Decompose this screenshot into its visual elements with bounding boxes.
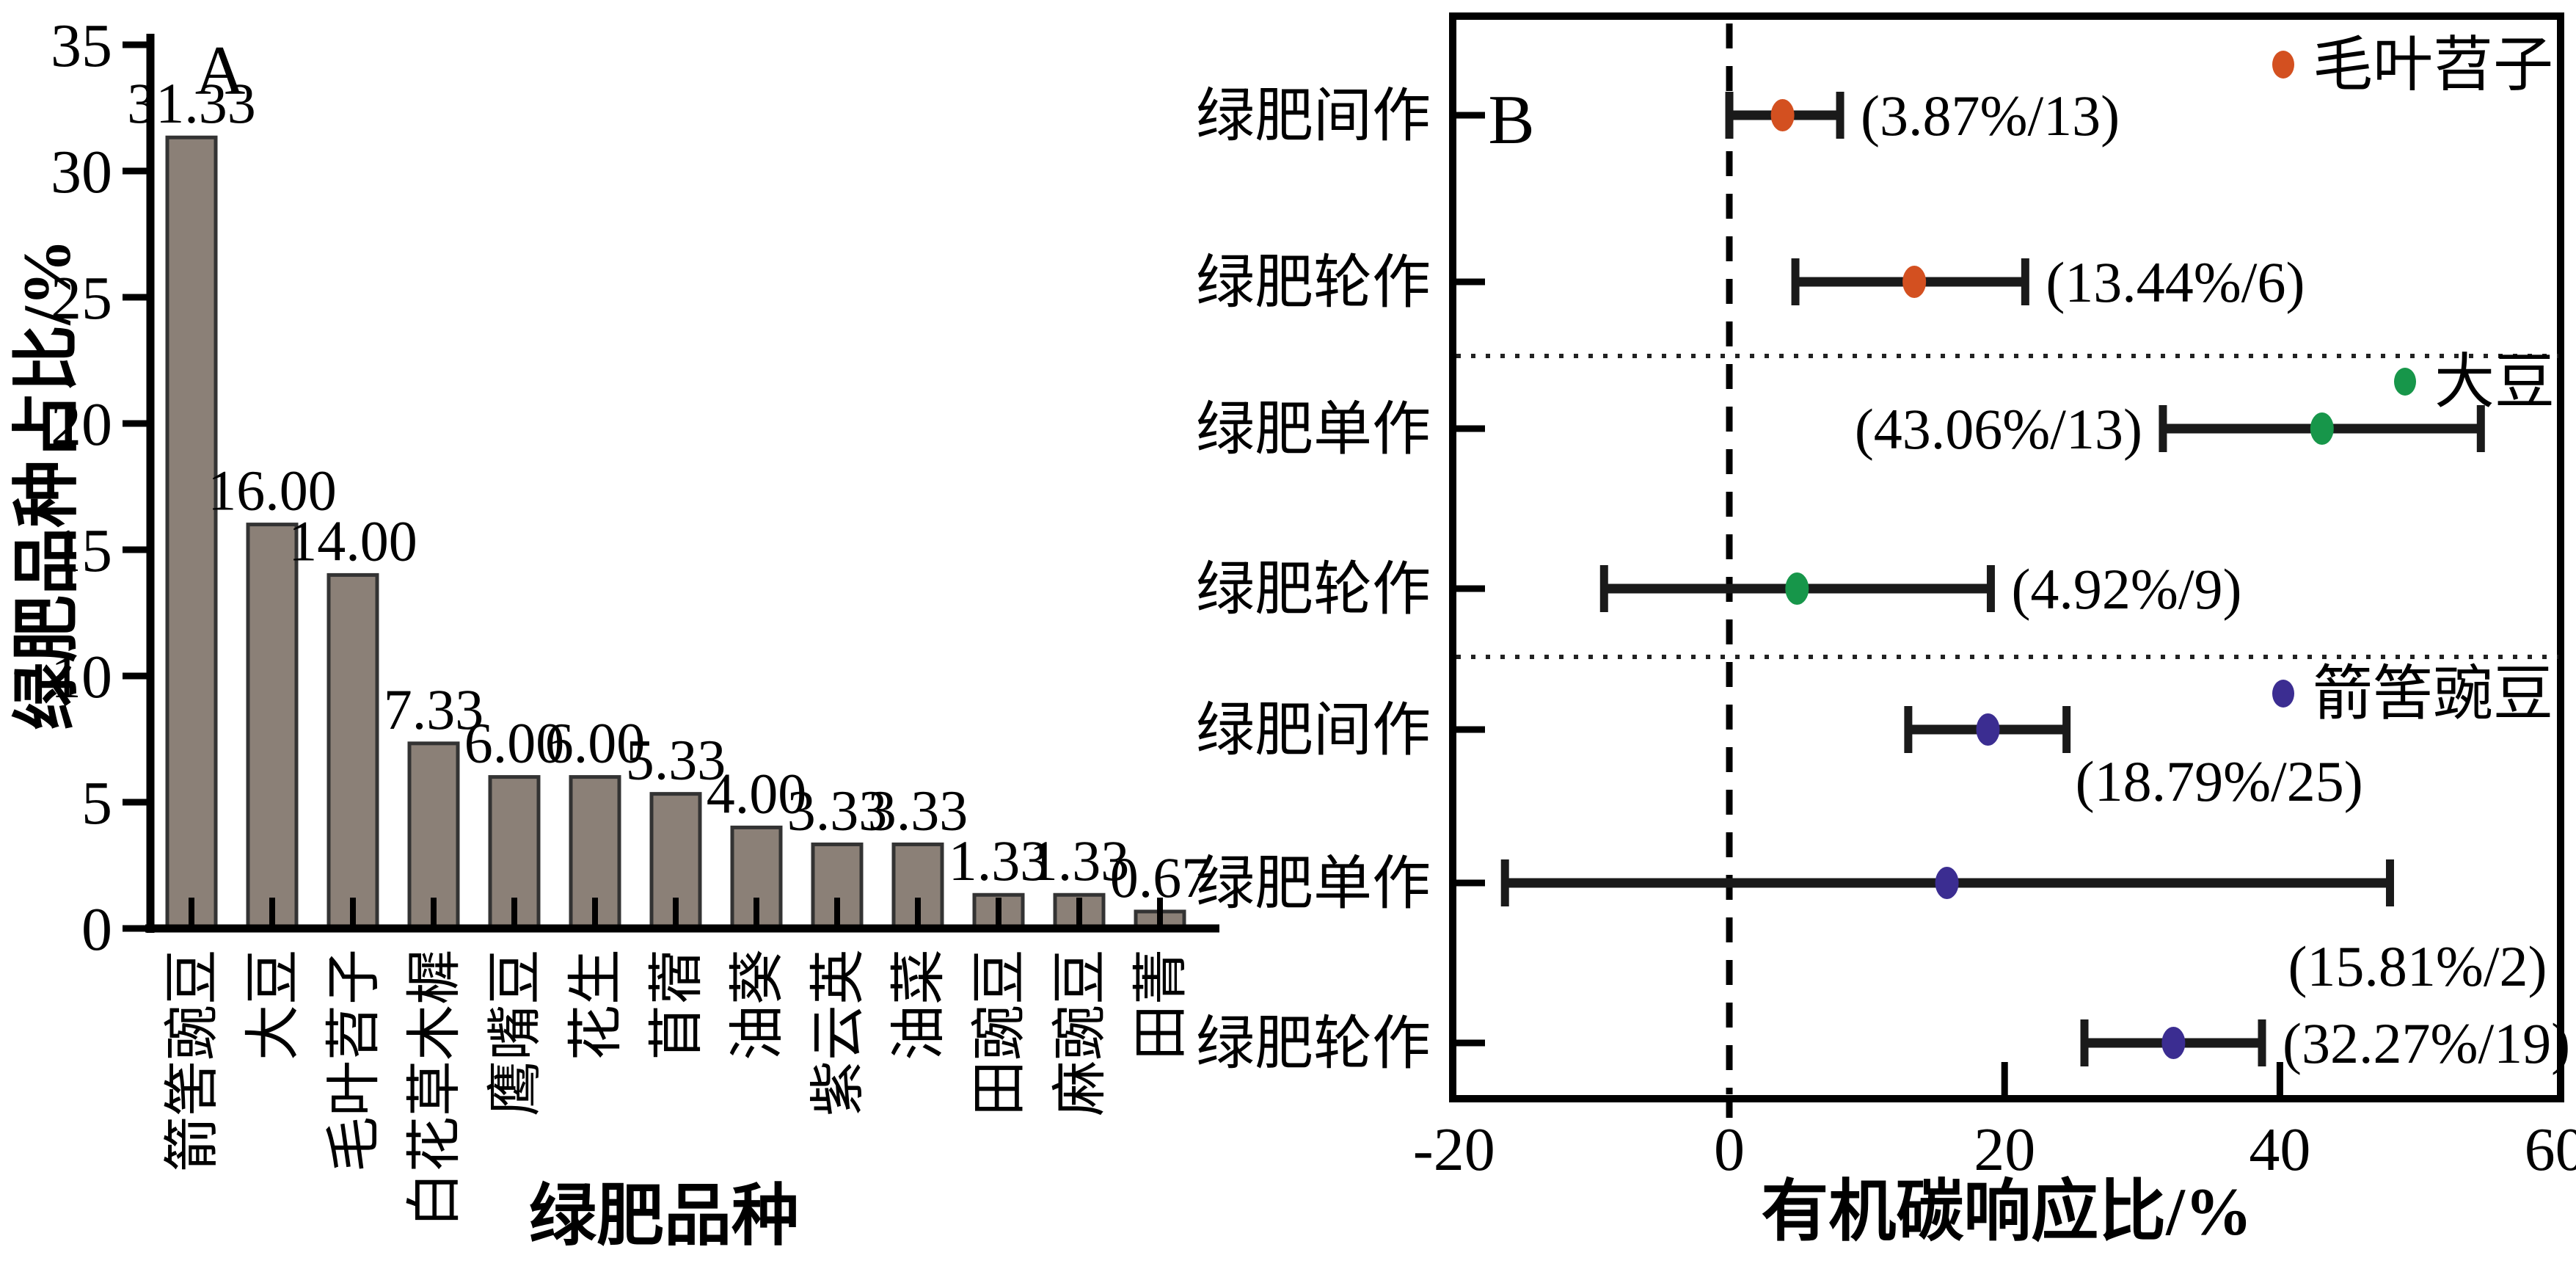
row-label: 绿肥间作	[1196, 84, 1431, 149]
mean-point-marker	[2161, 1027, 2186, 1059]
legend-dot	[2272, 51, 2294, 79]
x-category-label: 白花草木樨	[404, 949, 466, 1228]
legend-label: 毛叶苕子	[2313, 32, 2553, 98]
bar-value-label: 6.00	[545, 711, 646, 775]
y-tick-label: 25	[51, 264, 112, 332]
x-tick-label: 40	[2249, 1116, 2310, 1184]
bar-value-label: 16.00	[208, 459, 337, 523]
mean-point-marker	[1770, 99, 1795, 131]
bar-value-label: 0.67	[1110, 846, 1211, 909]
y-tick-label: 0	[81, 895, 112, 964]
row-label: 绿肥轮作	[1196, 251, 1431, 316]
y-tick-label: 20	[51, 390, 112, 459]
mean-point-marker	[2310, 412, 2334, 445]
panel-a-y-axis-title: 绿肥品种占比/%	[10, 239, 84, 730]
x-category-label: 田豌豆	[969, 949, 1031, 1116]
panel-a-letter: A	[195, 32, 246, 109]
x-category-label: 麻豌豆	[1050, 949, 1112, 1116]
x-tick-label: 0	[1714, 1116, 1745, 1184]
mean-point-marker	[1902, 266, 1927, 298]
bar-value-label: 1.33	[1029, 829, 1130, 892]
legend-label: 大豆	[2434, 349, 2555, 415]
x-category-label: 油菜	[889, 949, 950, 1061]
bar-value-label: 31.33	[127, 71, 256, 135]
x-tick-label: -20	[1413, 1116, 1495, 1184]
panel-b-forest-plot: -20 0 20 40 60 绿肥间作 (3.87%/13) 绿肥轮作 (13.44%/6) 绿肥…	[1196, 12, 2576, 1184]
legend-dot	[2272, 680, 2294, 708]
annotation-label: (3.87%/13)	[1861, 84, 2120, 148]
plot-frame	[1449, 12, 2564, 1102]
bar	[246, 523, 299, 931]
bar-value-label: 7.33	[384, 677, 484, 741]
legend-dot	[2394, 368, 2416, 396]
annotation-label: (32.27%/19)	[2283, 1011, 2570, 1075]
panel-b-x-axis-title: 有机碳响应比/%	[1761, 1174, 2252, 1249]
annotation-label: (43.06%/13)	[1855, 397, 2142, 461]
annotation-label: (15.81%/2)	[2288, 934, 2547, 998]
x-category-label: 箭筈豌豆	[162, 949, 224, 1172]
annotation-label: (13.44%/6)	[2046, 250, 2305, 314]
row-label: 绿肥轮作	[1196, 1012, 1431, 1077]
bar-value-label: 3.33	[868, 778, 968, 842]
y-tick-label: 15	[51, 517, 112, 585]
x-tick-label: 20	[1974, 1116, 2035, 1184]
y-tick-label: 5	[81, 769, 112, 837]
row-label: 绿肥单作	[1196, 852, 1431, 917]
x-category-label: 花生	[566, 949, 627, 1061]
bar-value-label: 4.00	[707, 761, 807, 825]
y-tick-label: 35	[51, 12, 112, 80]
bar	[326, 572, 379, 931]
mean-point-marker	[1785, 572, 1809, 605]
y-tick-label: 30	[51, 138, 112, 206]
x-category-label: 大豆	[243, 949, 304, 1061]
mean-point-marker	[1935, 867, 1959, 899]
mean-point-marker	[1976, 713, 2000, 746]
panel-b-letter: B	[1488, 81, 1534, 159]
panel-a-x-axis-title: 绿肥品种	[529, 1179, 799, 1254]
row-label: 绿肥间作	[1196, 699, 1431, 763]
row-label: 绿肥单作	[1196, 398, 1431, 462]
x-category-label: 田菁	[1131, 949, 1192, 1061]
bar-value-label: 3.33	[787, 778, 888, 842]
x-tick-label: 60	[2525, 1116, 2576, 1184]
x-category-label: 鹰嘴豆	[485, 949, 547, 1116]
bar-value-label: 5.33	[626, 728, 726, 792]
annotation-label: (4.92%/9)	[2011, 557, 2241, 621]
row-label: 绿肥轮作	[1196, 558, 1431, 622]
bar-value-label: 1.33	[949, 829, 1049, 892]
bar	[165, 135, 218, 931]
legend-label: 箭筈豌豆	[2313, 661, 2553, 727]
x-category-label: 苜蓿	[646, 949, 708, 1061]
bar-value-label: 14.00	[288, 509, 417, 572]
x-category-label: 油葵	[727, 949, 789, 1061]
annotation-label: (18.79%/25)	[2076, 749, 2363, 813]
x-category-label: 紫云英	[808, 949, 869, 1116]
x-category-label: 毛叶苕子	[324, 949, 385, 1172]
bar-value-label: 6.00	[464, 711, 565, 775]
y-tick-label: 10	[51, 643, 112, 711]
